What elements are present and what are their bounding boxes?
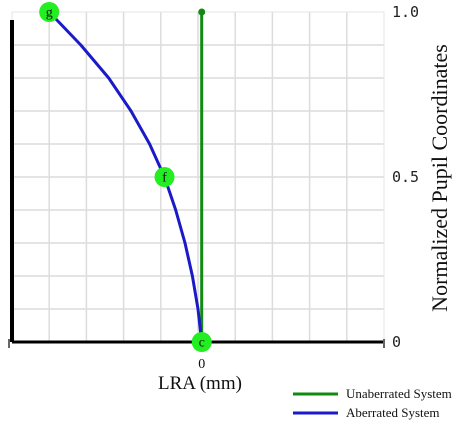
unaberrated-endpoint-dot	[198, 8, 206, 16]
marker-dot	[154, 167, 175, 187]
marker-c: c	[191, 332, 212, 352]
grid	[11, 11, 385, 343]
y-tick-label: 0.5	[392, 168, 419, 186]
legend-label-aberrated: Aberrated System	[346, 405, 440, 420]
marker-dot	[39, 2, 60, 22]
legend: Unaberrated System Aberrated System	[293, 386, 452, 420]
x-axis-title: LRA (mm)	[158, 373, 242, 394]
ticks-layer: 0 0.5 1.0 0	[198, 3, 419, 372]
marker-label: f	[162, 171, 167, 186]
y-tick-label: 1.0	[392, 3, 419, 21]
y-axis-title: Normalized Pupil Coordinates	[427, 44, 452, 312]
marker-label: c	[199, 336, 205, 351]
marker-g: g	[39, 2, 60, 22]
markers-layer: c f g	[39, 2, 212, 352]
marker-dot	[191, 332, 212, 352]
marker-label: g	[46, 6, 53, 21]
series-layer	[48, 8, 206, 343]
x-tick-label: 0	[198, 357, 205, 372]
legend-label-unaberrated: Unaberrated System	[346, 386, 452, 401]
y-tick-label: 0	[392, 333, 401, 351]
marker-f: f	[154, 167, 175, 187]
